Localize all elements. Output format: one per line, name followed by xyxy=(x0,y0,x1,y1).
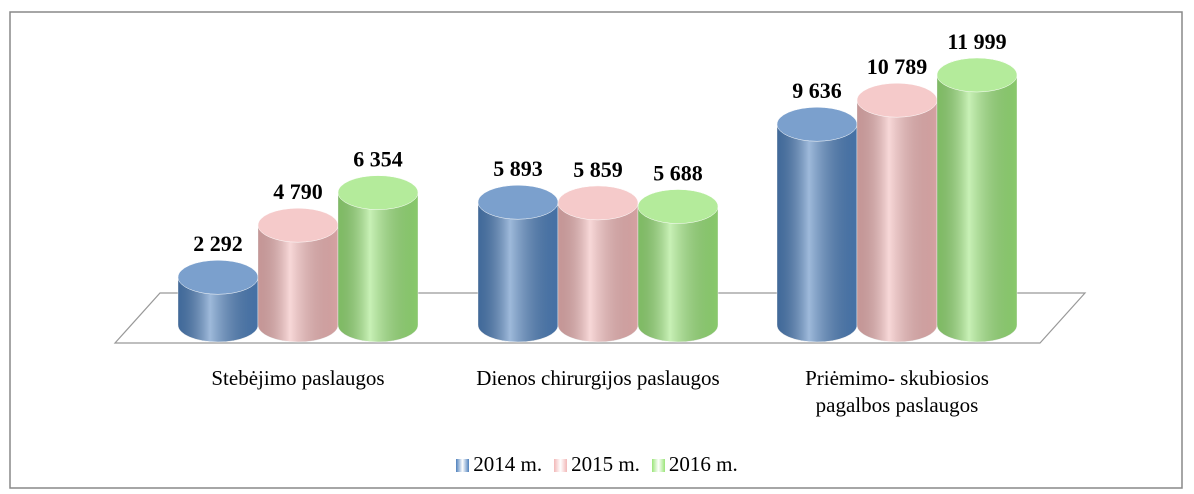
bar-top xyxy=(936,57,1018,93)
chart-border xyxy=(9,11,1183,489)
legend-item: 2015 m. xyxy=(554,452,640,477)
bar-top xyxy=(637,189,719,224)
bar-top-shading xyxy=(638,189,718,224)
bar-top-shading xyxy=(178,260,258,295)
bar-top-shading xyxy=(558,185,638,220)
data-label: 2 292 xyxy=(193,231,243,256)
bar-shading xyxy=(178,277,258,342)
data-label: 5 893 xyxy=(493,156,543,181)
bar-shading xyxy=(478,202,558,342)
legend-label: 2014 m. xyxy=(473,452,543,476)
bar-top xyxy=(337,175,419,210)
bar-shading xyxy=(638,206,718,342)
bar-shading xyxy=(937,75,1017,342)
legend-item: 2014 m. xyxy=(456,452,542,477)
data-label: 9 636 xyxy=(792,78,842,103)
data-label: 10 789 xyxy=(867,54,928,79)
data-label: 6 354 xyxy=(353,147,403,172)
legend-label: 2015 m. xyxy=(571,452,640,476)
floor xyxy=(113,292,1087,344)
bar-top-shading xyxy=(857,83,937,118)
data-label: 4 790 xyxy=(273,179,323,204)
legend-swatch xyxy=(651,459,665,472)
data-label: 5 688 xyxy=(653,160,703,185)
data-label: 11 999 xyxy=(947,29,1006,54)
bar-top xyxy=(557,185,639,221)
legend-swatch xyxy=(456,459,470,472)
bar-shading xyxy=(338,192,418,342)
legend-item: 2016 m. xyxy=(651,452,738,477)
bar-shading xyxy=(558,202,638,342)
bar-top-shading xyxy=(937,58,1017,92)
data-label: 5 859 xyxy=(573,157,623,182)
x-tick-label: Stebėjimo paslaugos xyxy=(211,366,385,390)
bar-shading xyxy=(857,100,937,342)
bar-top-shading xyxy=(478,185,558,220)
bar-shading xyxy=(777,124,857,342)
legend-swatch xyxy=(554,459,568,472)
x-tick-label: Priėmimo- skubiosios pagalbos paslaugos xyxy=(805,366,989,417)
x-tick-label: Dienos chirurgijos paslaugos xyxy=(476,366,720,390)
legend-label: 2016 m. xyxy=(668,452,738,476)
bar-top-shading xyxy=(338,175,418,210)
legend: 2014 m. 2015 m. 2016 m. xyxy=(0,452,1194,477)
bar-top-shading xyxy=(777,107,857,142)
bar-shading xyxy=(258,225,338,342)
bar-top-shading xyxy=(258,208,338,243)
